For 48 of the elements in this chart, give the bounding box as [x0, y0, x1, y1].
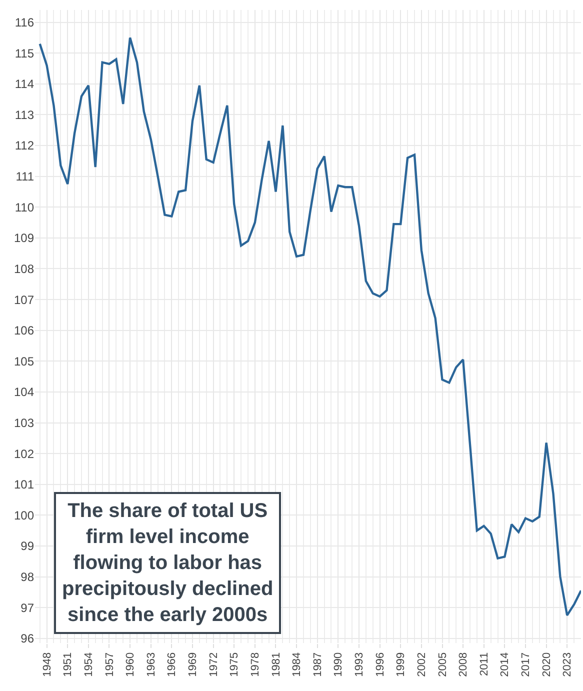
x-tick-label: 1975: [228, 652, 241, 677]
y-tick-label: 105: [14, 354, 34, 368]
y-tick-label: 113: [14, 108, 34, 122]
y-tick-label: 107: [14, 292, 34, 307]
y-tick-label: 114: [14, 77, 34, 92]
x-tick-label: 1981: [270, 652, 282, 677]
y-tick-label: 101: [14, 478, 34, 492]
x-tick-label: 1984: [291, 652, 304, 677]
x-tick-label: 1987: [312, 652, 324, 677]
y-tick-label: 100: [14, 508, 34, 522]
x-tick-label: 1966: [166, 652, 178, 677]
y-tick-label: 97: [20, 600, 34, 615]
y-tick-label: 111: [16, 170, 34, 184]
y-tick-label: 116: [14, 16, 34, 30]
y-tick-label: 112: [14, 138, 34, 153]
x-tick-label: 1948: [41, 652, 54, 677]
annotation: The share of total US firm level income flowing to labor has precipitously declined since the early 2000s: [62, 500, 274, 626]
x-tick-label: 1996: [374, 652, 386, 677]
x-tick-label: 1999: [395, 652, 408, 677]
y-tick-label: 110: [14, 200, 34, 214]
y-tick-label: 102: [14, 446, 34, 461]
x-tick-label: 1969: [187, 652, 200, 677]
x-tick-label: 2017: [520, 652, 532, 677]
y-tick-label: 96: [20, 632, 34, 646]
x-tick-label: 1990: [332, 652, 345, 677]
x-tick-label: 1957: [104, 652, 116, 677]
x-tick-label: 2005: [436, 652, 449, 677]
x-tick-label: 1972: [208, 652, 220, 677]
y-tick-label: 104: [14, 385, 34, 400]
x-tick-label: 1963: [145, 652, 158, 677]
y-tick-label: 103: [14, 416, 34, 430]
x-tick-label: 1993: [354, 652, 366, 677]
x-tick-label: 2014: [499, 652, 512, 677]
y-tick-label: 99: [20, 539, 34, 554]
x-tick-label: 1960: [124, 652, 137, 677]
x-tick-label: 2023: [562, 652, 574, 677]
x-tick-label: 2008: [458, 652, 470, 677]
x-tick-label: 1951: [62, 652, 74, 677]
x-tick-label: 2002: [416, 652, 428, 677]
y-tick-label: 106: [14, 324, 34, 338]
y-tick-label: 108: [14, 262, 34, 276]
y-tick-label: 109: [14, 231, 34, 246]
x-tick-label: 1978: [250, 652, 262, 677]
x-tick-label: 2020: [540, 652, 553, 677]
y-tick-label: 115: [14, 46, 34, 60]
x-tick-label: 1954: [82, 652, 95, 677]
y-tick-label: 98: [20, 570, 34, 584]
x-tick-label: 2011: [478, 652, 490, 676]
